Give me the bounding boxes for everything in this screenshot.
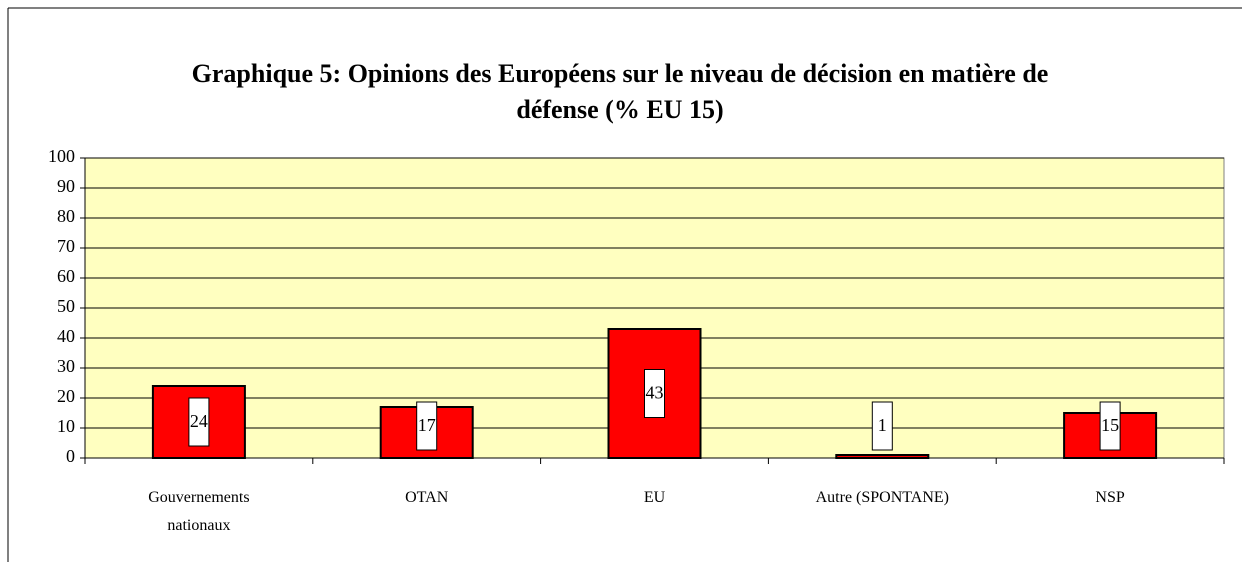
y-tick-label: 90 [57, 176, 75, 196]
y-tick-label: 50 [57, 296, 75, 316]
y-tick-label: 0 [66, 446, 75, 466]
data-label: 15 [1101, 415, 1119, 435]
y-tick-label: 40 [57, 326, 75, 346]
y-tick-label: 80 [57, 206, 75, 226]
data-label-box [416, 401, 438, 451]
x-tick-label: NSP [1095, 489, 1125, 506]
data-label-box [188, 397, 210, 447]
y-tick-label: 20 [57, 386, 75, 406]
x-tick-label: OTAN [405, 489, 449, 506]
data-label-box [871, 401, 893, 451]
data-label-box [1099, 401, 1121, 451]
x-tick-label: EU [643, 489, 666, 506]
x-tick-label: Gouvernements nationaux [148, 489, 250, 534]
bar [835, 454, 930, 459]
y-tick-label: 10 [57, 416, 75, 436]
y-tick-label: 60 [57, 266, 75, 286]
data-label-box [644, 369, 665, 418]
y-tick-label: 30 [57, 356, 75, 376]
x-tick-label: Autre (SPONTANE) [815, 489, 949, 506]
data-label: 43 [646, 383, 664, 403]
data-label: 17 [418, 415, 436, 435]
data-label: 1 [878, 415, 887, 435]
chart-title: Graphique 5: Opinions des Européens sur … [191, 59, 1049, 124]
y-tick-label: 70 [57, 236, 75, 256]
y-tick-label: 100 [48, 146, 75, 166]
data-label: 24 [190, 411, 208, 431]
